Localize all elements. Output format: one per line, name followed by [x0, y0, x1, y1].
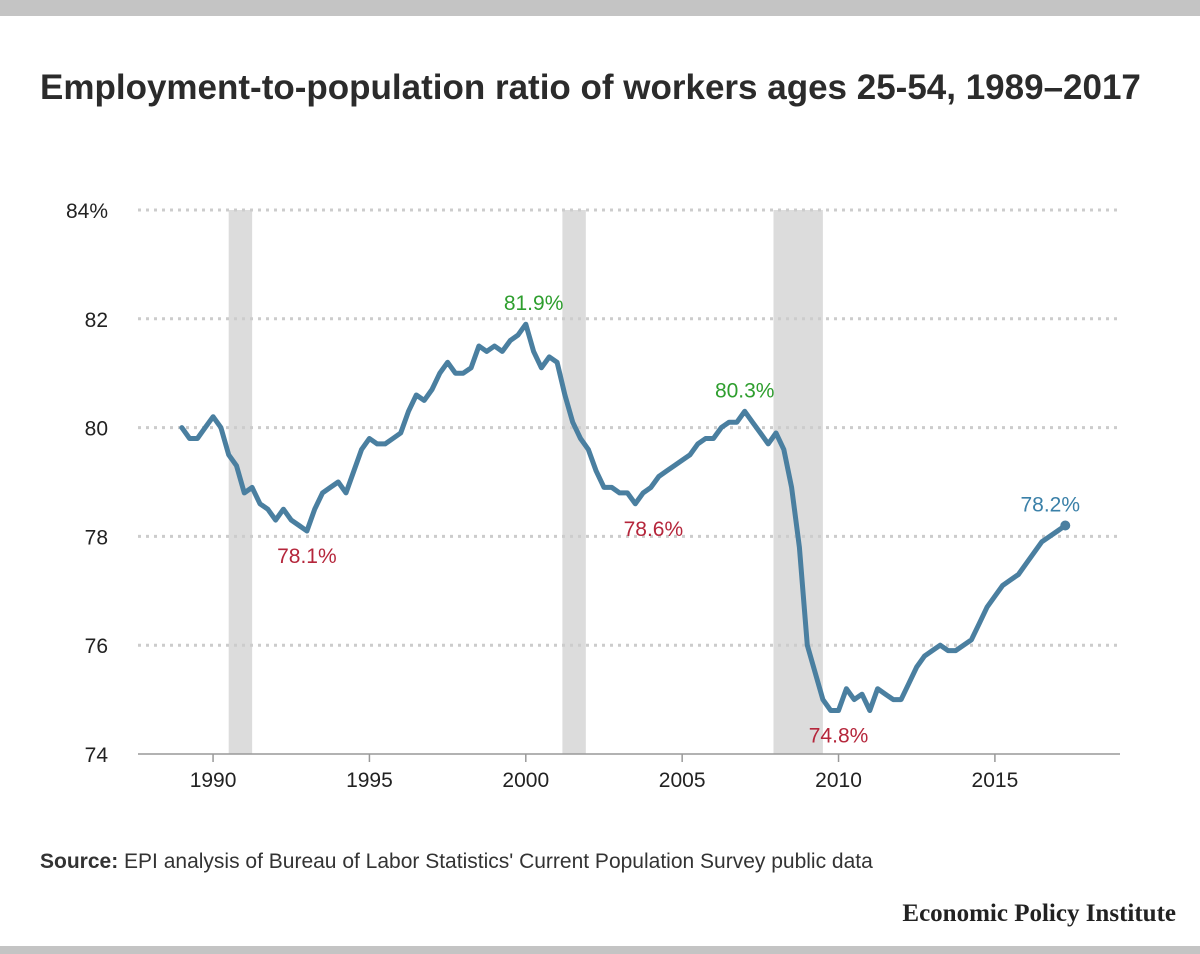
- bottom-border-bar: [0, 946, 1200, 954]
- source-label: Source:: [40, 850, 119, 873]
- source-note: Source: EPI analysis of Bureau of Labor …: [40, 850, 873, 874]
- annotation-latest-5: 78.2%: [1020, 494, 1080, 517]
- source-text: EPI analysis of Bureau of Labor Statisti…: [124, 850, 873, 873]
- x-tick-label-2005: 2005: [659, 769, 706, 792]
- x-tick-label-1995: 1995: [346, 769, 393, 792]
- top-border-bar: [0, 0, 1200, 16]
- y-tick-label-82: 82: [85, 309, 108, 332]
- brand-logo-text: Economic Policy Institute: [902, 900, 1176, 927]
- y-axis-ticks: 84% 82 80 78 76 74: [66, 200, 108, 767]
- chart-title: Employment-to-population ratio of worker…: [40, 68, 1141, 107]
- series-end-point: [1060, 520, 1071, 531]
- recession-band-1: [562, 210, 586, 754]
- x-tick-label-1990: 1990: [190, 769, 237, 792]
- annotation-trough-4: 74.8%: [809, 724, 869, 747]
- y-tick-label-74: 74: [85, 744, 109, 767]
- y-tick-label-80: 80: [85, 418, 108, 441]
- x-axis-ticks: 1990 1995 2000 2005 2010 2015: [190, 754, 1019, 792]
- y-tick-label-78: 78: [85, 526, 108, 549]
- annotation-trough-0: 78.1%: [277, 545, 337, 568]
- annotation-trough-2: 78.6%: [624, 518, 684, 541]
- annotations: 78.1% 81.9% 78.6% 80.3% 74.8% 78.2%: [277, 292, 1080, 747]
- y-tick-label-84: 84%: [66, 200, 108, 223]
- y-tick-label-76: 76: [85, 635, 108, 658]
- series-group: [179, 321, 1071, 713]
- annotation-peak-1: 81.9%: [504, 292, 564, 315]
- annotation-peak-3: 80.3%: [715, 379, 775, 402]
- x-tick-label-2000: 2000: [502, 769, 549, 792]
- x-tick-label-2010: 2010: [815, 769, 862, 792]
- gridlines: [138, 208, 1120, 647]
- series-line-0: [179, 321, 1068, 713]
- x-tick-label-2015: 2015: [972, 769, 1019, 792]
- recession-bands: [228, 210, 823, 754]
